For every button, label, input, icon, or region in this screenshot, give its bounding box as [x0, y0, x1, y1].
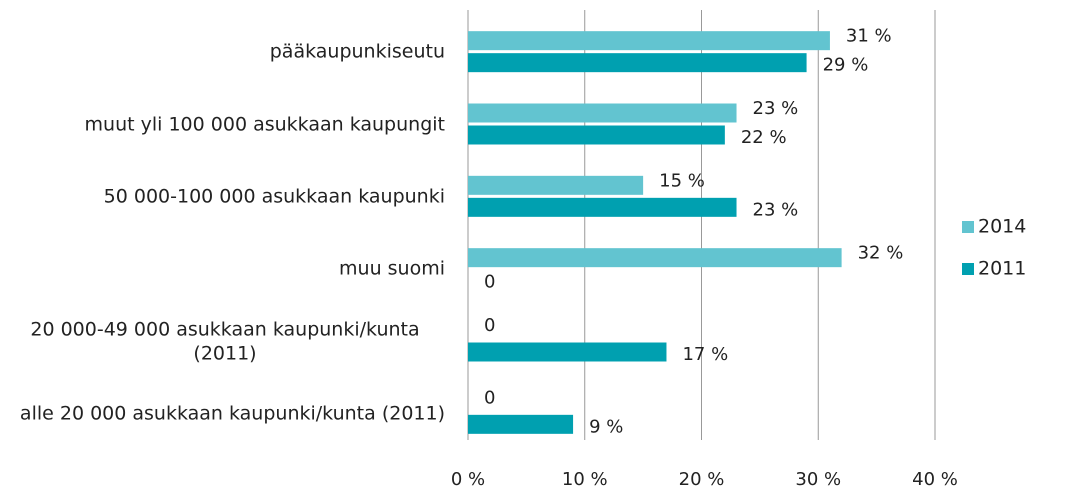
value-label: 0 — [484, 387, 495, 408]
bar — [468, 31, 830, 51]
category-label: muu suomi — [339, 257, 445, 280]
value-label: 23 % — [753, 98, 799, 119]
bar — [468, 125, 725, 145]
bar — [468, 248, 842, 268]
legend-swatch — [962, 221, 974, 233]
bar — [468, 103, 737, 123]
value-label: 29 % — [823, 55, 869, 76]
legend-swatch — [962, 263, 974, 275]
bar — [468, 197, 737, 217]
value-label: 0 — [484, 272, 495, 293]
bar — [468, 414, 574, 434]
legend-label: 2014 — [978, 216, 1026, 238]
bar — [468, 175, 644, 195]
category-label: muut yli 100 000 asukkaan kaupungit — [84, 113, 445, 136]
value-label: 31 % — [846, 26, 892, 47]
category-label: 50 000-100 000 asukkaan kaupunki — [103, 185, 445, 208]
value-label: 32 % — [858, 243, 904, 264]
bar — [468, 342, 667, 362]
value-label: 15 % — [659, 170, 705, 191]
x-tick-label: 10 % — [562, 469, 608, 490]
x-tick-label: 40 % — [912, 469, 958, 490]
category-label: 20 000-49 000 asukkaan kaupunki/kunta (2… — [30, 317, 420, 365]
value-label: 9 % — [589, 416, 623, 437]
x-tick-label: 20 % — [679, 469, 725, 490]
category-label: pääkaupunkiseutu — [269, 40, 445, 63]
category-label: alle 20 000 asukkaan kaupunki/kunta (201… — [19, 402, 445, 425]
value-label: 23 % — [753, 199, 799, 220]
value-label: 22 % — [741, 127, 787, 148]
x-tick-label: 0 % — [451, 469, 485, 490]
value-label: 0 — [484, 315, 495, 336]
bar — [468, 53, 807, 73]
legend-label: 2011 — [978, 258, 1026, 280]
x-tick-label: 30 % — [795, 469, 841, 490]
value-label: 17 % — [682, 344, 728, 365]
